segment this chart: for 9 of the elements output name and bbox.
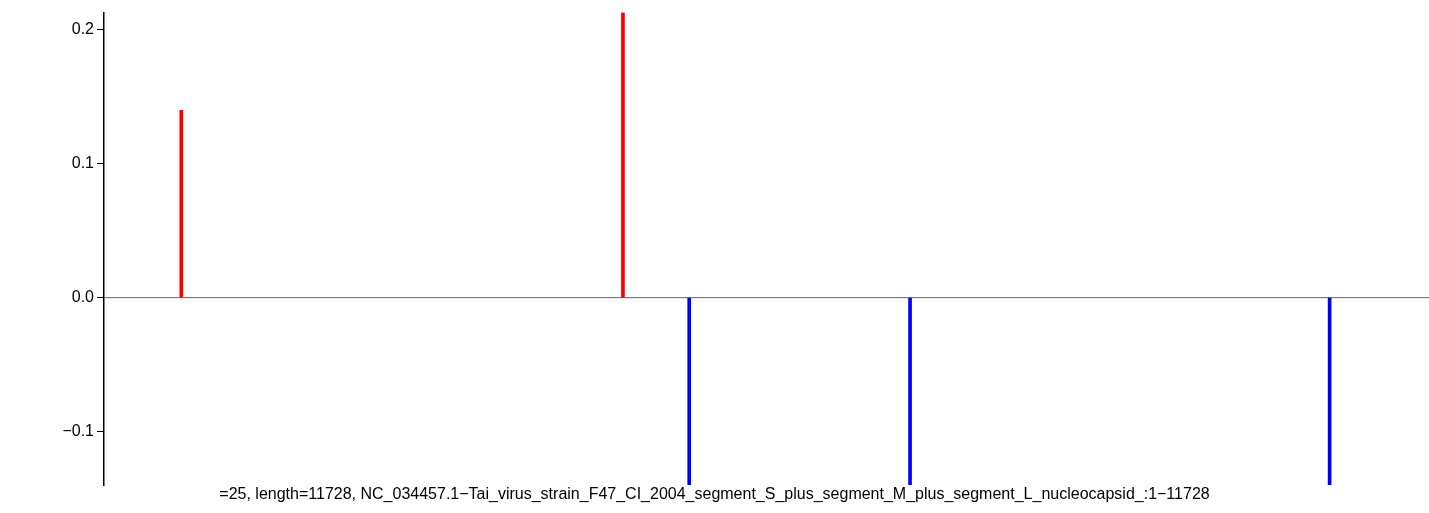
bar xyxy=(908,297,912,485)
y-tick-label: −0.1 xyxy=(62,421,95,439)
bar xyxy=(687,297,692,485)
bar xyxy=(621,12,625,298)
y-tick-label: 0.0 xyxy=(71,288,95,306)
y-tick-label: 0.1 xyxy=(71,154,95,172)
x-axis-title: =25, length=11728, NC_034457.1−Tai_virus_strain_F47_CI_2004_segment_S_plus_segment_M_plus_segment_L_nucleocapsid_:1−11728 xyxy=(219,485,1210,504)
y-tick-label: 0.2 xyxy=(71,20,95,38)
bar xyxy=(179,109,184,298)
